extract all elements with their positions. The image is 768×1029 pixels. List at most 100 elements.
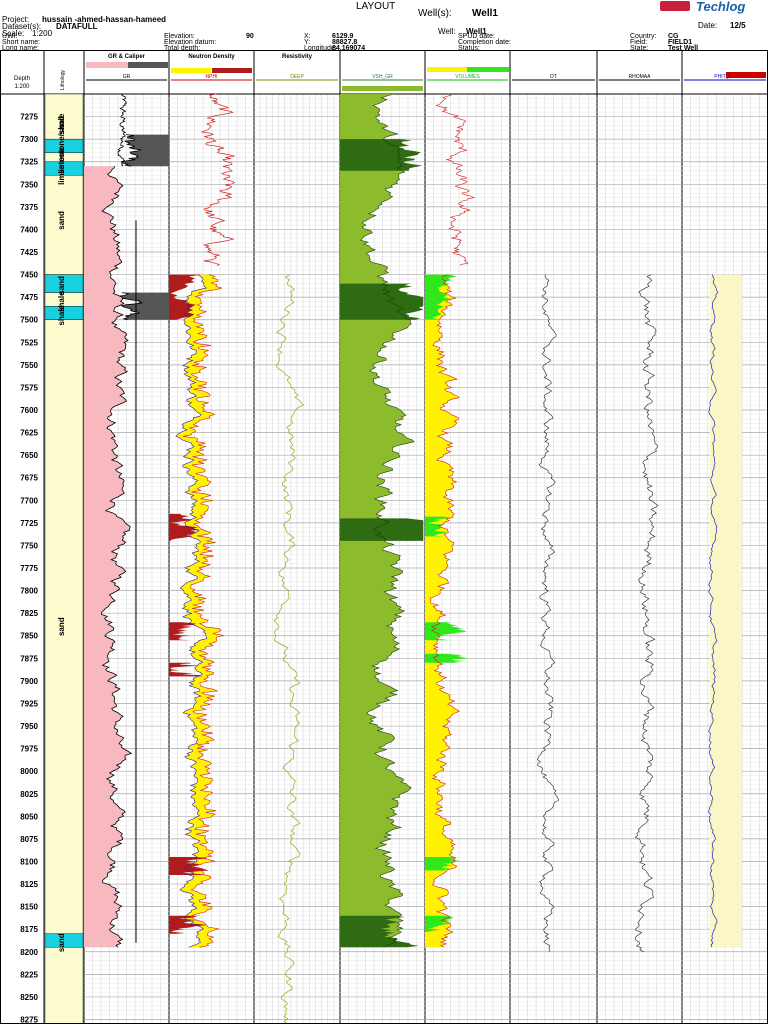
curve-name: RHOMAA <box>629 74 652 80</box>
curve-name: GR <box>123 74 131 80</box>
lithology-label: limestone <box>57 147 66 185</box>
logo-text: Techlog <box>696 0 746 14</box>
nd-shale-fill <box>169 662 204 677</box>
info-value: FIELD1 <box>668 39 693 46</box>
depth-tick-label: 7400 <box>20 225 38 234</box>
nd-shale-fill <box>169 915 207 934</box>
resistivity-curve <box>273 274 305 1025</box>
curve-name: DT <box>550 74 557 80</box>
depth-tick-label: 7425 <box>20 248 38 257</box>
project-label: Project: <box>2 15 30 24</box>
gr-sand-fill <box>84 166 132 948</box>
info-label: Status: <box>458 45 480 52</box>
gr-curve-main <box>101 166 133 948</box>
nd-shale-fill <box>169 857 209 875</box>
vsh-shale-fill <box>340 518 424 541</box>
info-label: X: <box>304 33 311 40</box>
depth-tick-label: 7550 <box>20 361 38 370</box>
phit-curve <box>708 274 719 948</box>
depth-tick-label: 7475 <box>20 293 38 302</box>
info-value: Test Well <box>668 45 699 52</box>
track-title: Resistivity <box>282 54 313 60</box>
rhomaa-curve <box>634 274 659 953</box>
depth-tick-label: 8100 <box>20 857 38 866</box>
vol-green-legend <box>467 67 509 72</box>
vsh-curve <box>360 93 415 948</box>
depth-tick-label: 7325 <box>20 158 38 167</box>
depth-tick-label: 7700 <box>20 496 38 505</box>
scale-label: Scale: <box>2 29 25 38</box>
depth-tick-label: 8000 <box>20 767 38 776</box>
track-frame <box>0 49 45 1025</box>
depth-tick-label: 7825 <box>20 609 38 618</box>
density-curve <box>182 274 224 948</box>
depth-tick-label: 7375 <box>20 203 38 212</box>
info-label: SPUD date: <box>458 33 495 40</box>
gr-curve-upper <box>117 93 127 167</box>
phit-fill <box>710 274 742 948</box>
volumes-green-fill <box>425 274 457 320</box>
lithology-label: sand <box>57 933 66 952</box>
dt-curve <box>536 274 559 952</box>
depth-tick-label: 7850 <box>20 632 38 641</box>
volumes-green-fill <box>425 516 450 537</box>
well-log-plot: GR & Caliper GR Neutron Density NPHI Resisti… <box>0 49 768 1025</box>
lithology-label: shale <box>57 291 66 312</box>
log-header: LAYOUT Well(s): Well1 Well: Well1 Date: … <box>0 0 768 58</box>
info-value: 88827.8 <box>332 39 358 46</box>
info-label: Field: <box>630 39 648 46</box>
info-label: Longitude: <box>304 45 337 52</box>
depth-tick-label: 7975 <box>20 745 38 754</box>
info-label: State: <box>630 45 649 52</box>
lithology-interval <box>44 319 84 934</box>
nd-yellow-legend <box>171 68 211 73</box>
depth-tick-label: 7275 <box>20 113 38 122</box>
vol-yellow-legend <box>427 67 467 72</box>
info-label: Y: <box>304 39 311 46</box>
curve-name: NPHI <box>206 74 218 80</box>
depth-tick-label: 7525 <box>20 338 38 347</box>
vsh-legend-bar <box>342 86 423 91</box>
depth-tick-label: 7300 <box>20 135 38 144</box>
info-value: 90 <box>246 33 254 40</box>
track-title: Neutron Density <box>188 54 235 60</box>
lithology-interval <box>44 93 84 140</box>
curve-name: VSH_GR <box>372 74 393 80</box>
volumes-green-fill <box>425 653 468 663</box>
info-value: 84.169074 <box>332 45 366 52</box>
curve-name: VOLUMES <box>455 74 480 80</box>
curve-name: PHIT_ND <box>714 74 736 80</box>
info-label: Elevation: <box>164 33 195 40</box>
vsh-shale-fill <box>340 139 422 171</box>
info-label: Total depth: <box>164 45 201 52</box>
depth-tick-label: 7675 <box>20 474 38 483</box>
layout-title: LAYOUT <box>356 1 396 12</box>
neutron-curve <box>175 274 208 948</box>
scale-value: 1:200 <box>32 29 53 38</box>
depth-tick-label: 8225 <box>20 970 38 979</box>
log-tracks-svg: GR & Caliper GR Neutron Density NPHI Resisti… <box>0 49 768 1025</box>
info-value: 6129.9 <box>332 33 354 40</box>
nd-crossover-fill <box>176 274 224 948</box>
depth-tick-label: 7950 <box>20 722 38 731</box>
depth-tick-label: 8175 <box>20 925 38 934</box>
depth-tick-label: 7450 <box>20 271 38 280</box>
shale-legend-bar <box>128 62 168 68</box>
info-label: UWI: <box>2 33 18 40</box>
nd-shale-fill <box>169 274 202 320</box>
info-label: Short name: <box>2 39 41 46</box>
lithology-label: sand <box>57 116 66 135</box>
wells-value: Well1 <box>472 8 498 19</box>
density-curve-upper <box>200 93 235 266</box>
lithology-label: sand <box>57 617 66 636</box>
depth-tick-label: 8275 <box>20 1015 38 1024</box>
volumes-curve-upper <box>435 93 476 266</box>
depth-tick-label: 8150 <box>20 903 38 912</box>
depth-tick-label: 8200 <box>20 948 38 957</box>
depth-tick-label: 8075 <box>20 835 38 844</box>
well-value: Well1 <box>466 27 487 36</box>
info-value: CG <box>668 33 679 40</box>
volumes-green-fill <box>425 915 454 932</box>
date-value: 12/5 <box>730 21 746 30</box>
phit-legend-bar <box>726 72 766 78</box>
